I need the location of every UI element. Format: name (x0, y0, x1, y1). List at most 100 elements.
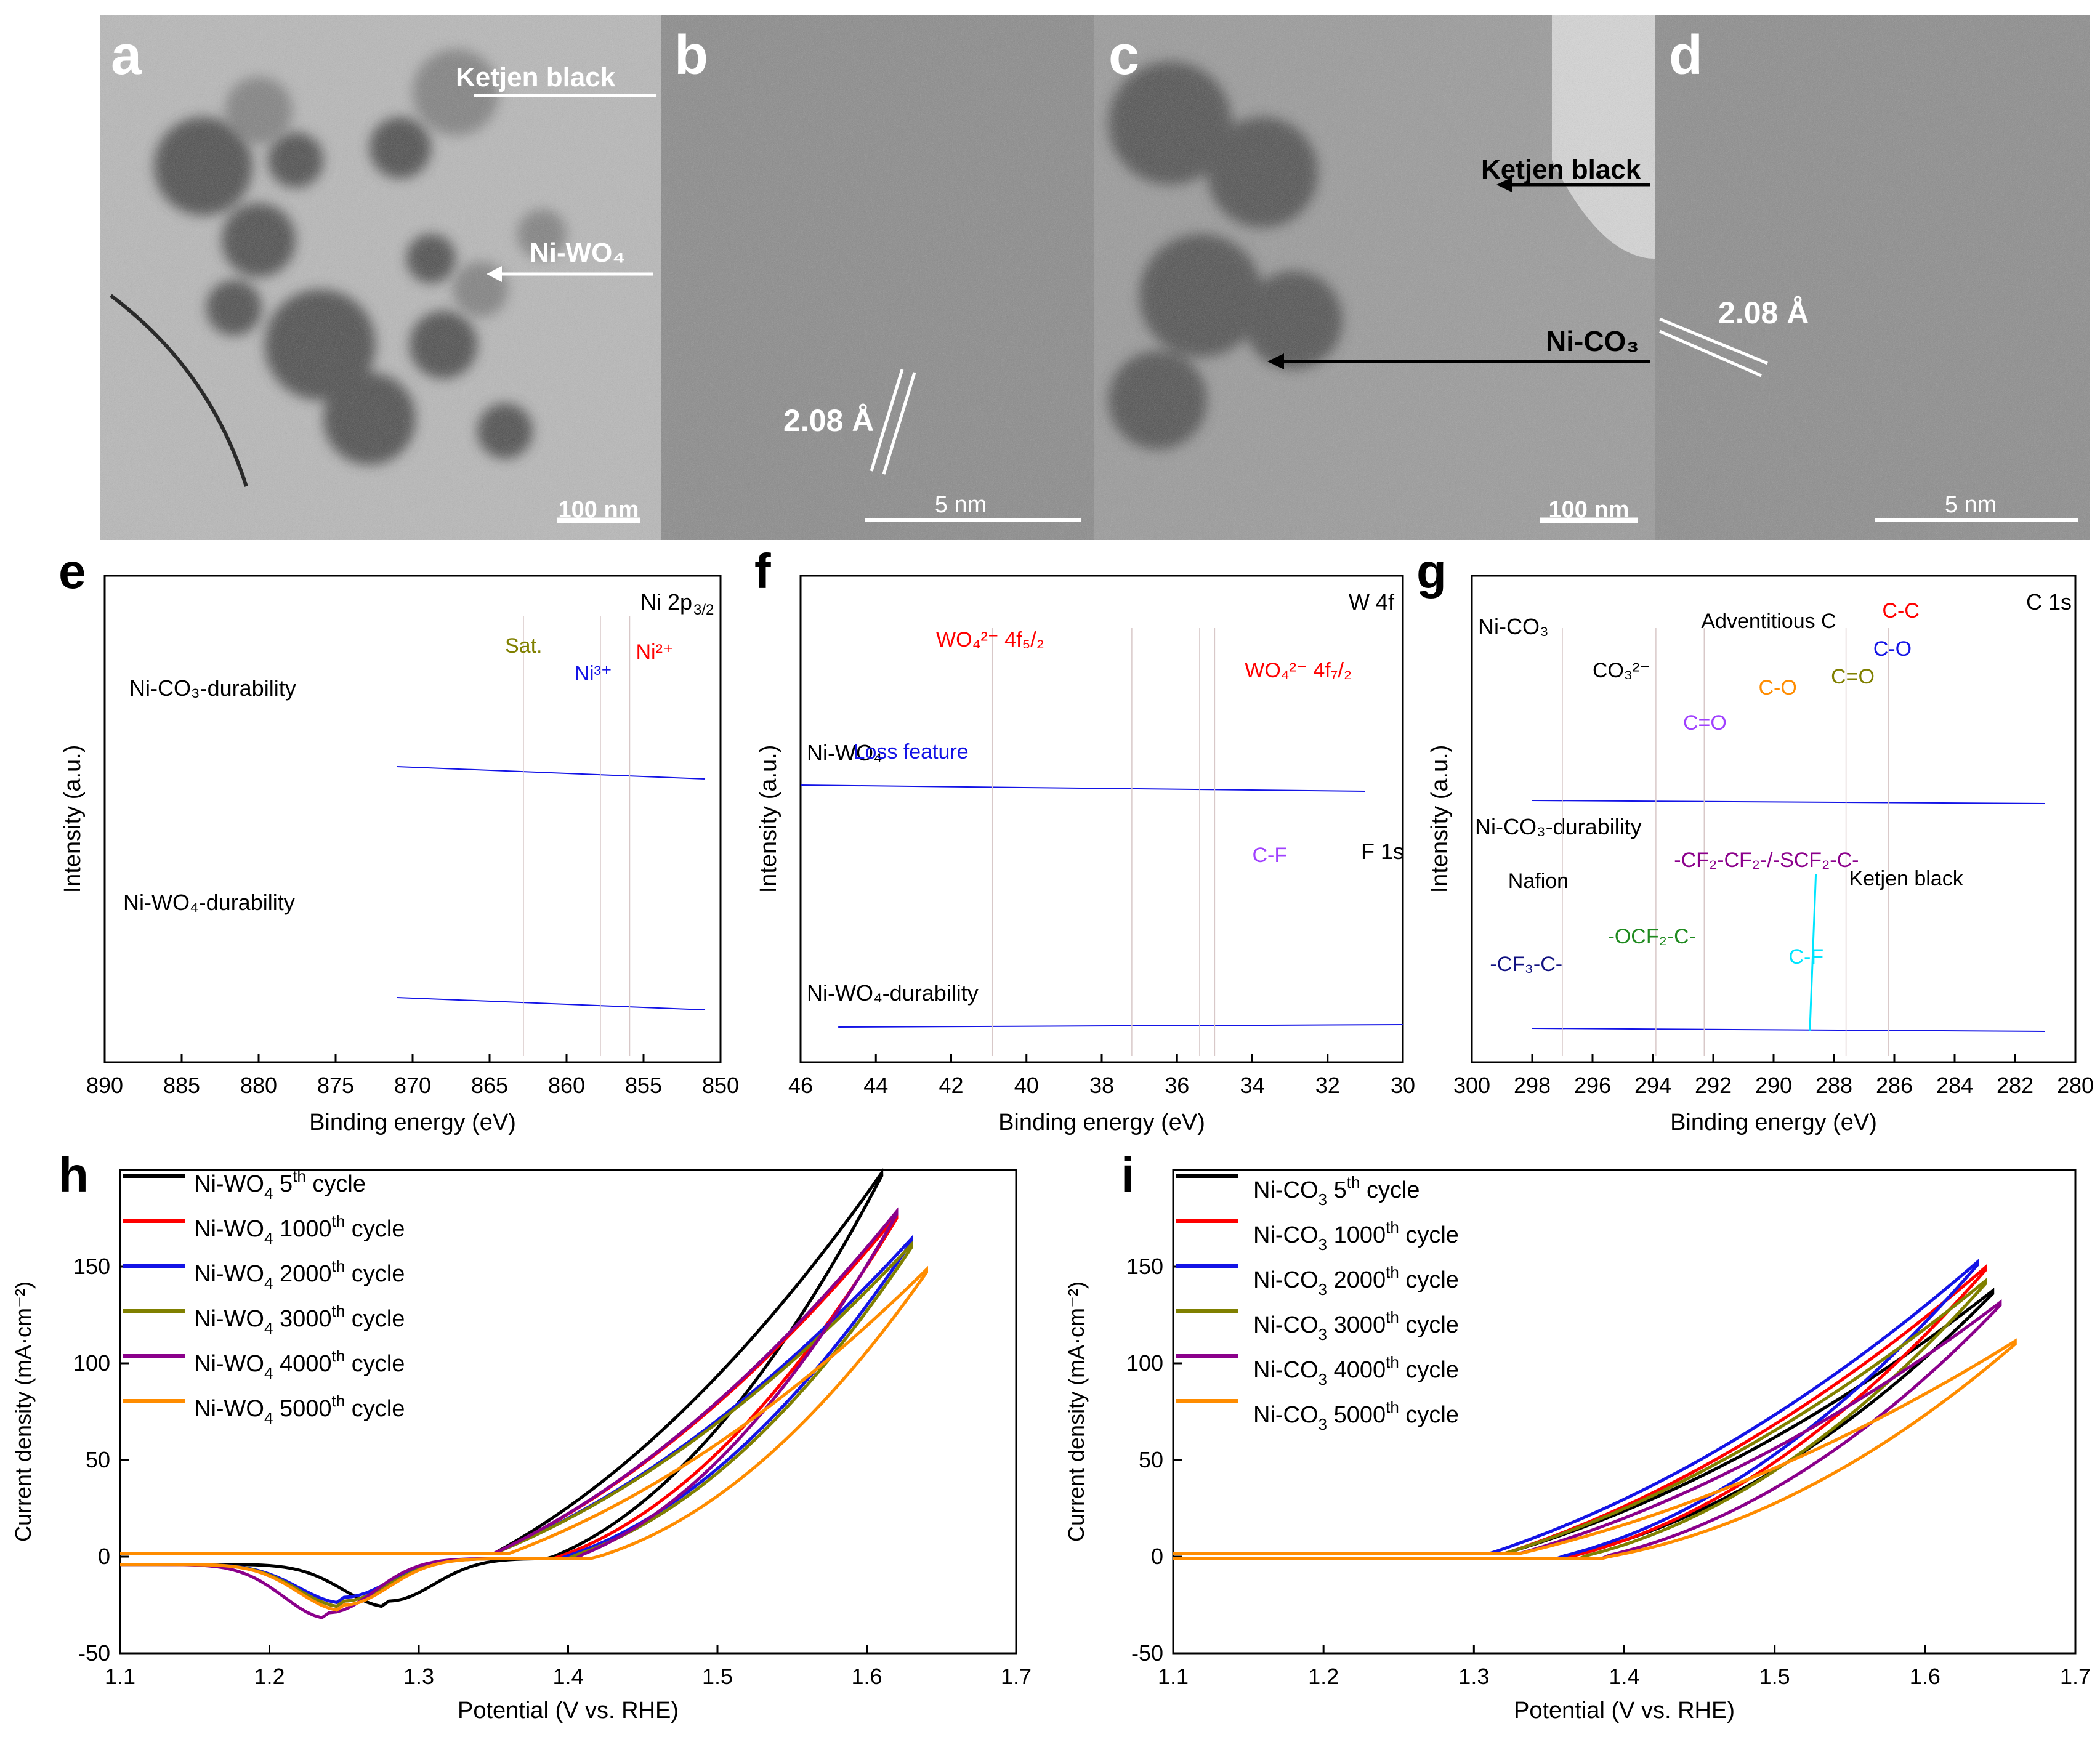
x-tick-label: 1.2 (254, 1664, 285, 1689)
trace-label-niwo4-durability: Ni-WO₄-durability (807, 980, 979, 1006)
x-tick-label: 42 (939, 1073, 963, 1098)
y-tick-label: 0 (98, 1544, 110, 1569)
scale-label-c: 100 nm (1549, 497, 1630, 523)
x-tick-label: 30 (1391, 1073, 1415, 1098)
peak-label-co-adv: C-O (1759, 676, 1797, 700)
y-tick-label: 0 (1151, 1544, 1163, 1569)
annotation-ketjen-a: Ketjen black (456, 62, 616, 92)
trace-label-nico3-durability: Ni-CO₃-durability (1475, 814, 1642, 839)
lattice-line (882, 372, 916, 475)
lattice-line (1659, 329, 1762, 377)
series-line-6 (1173, 1338, 2017, 1560)
peak-label-sat: Sat. (505, 634, 542, 658)
x-tick-label: 1.6 (1910, 1664, 1940, 1689)
x-tick-label: 286 (1876, 1073, 1913, 1098)
tem-panel-b (661, 15, 1094, 540)
peak-label-nafion: Nafion (1508, 869, 1569, 893)
baseline (800, 784, 1365, 792)
x-tick-label: 870 (394, 1073, 431, 1098)
annotation-lattice-d: 2.08 Å (1718, 296, 1809, 330)
x-tick-label: 885 (163, 1073, 200, 1098)
peak-label-cf: C-F (1789, 945, 1824, 969)
x-tick-label: 890 (86, 1073, 123, 1098)
x-tick-label: 292 (1695, 1073, 1732, 1098)
x-tick-label: 1.7 (1001, 1664, 1032, 1689)
lattice-line (870, 369, 904, 472)
baseline (838, 1024, 1403, 1028)
panel-letter-c: c (1109, 25, 1139, 86)
legend-entry: Ni-WO4 3000th cycle (194, 1302, 405, 1337)
peak-label-cc: C-C (1882, 599, 1919, 623)
lattice-line (1659, 317, 1768, 365)
y-axis-label: Current density (mA·cm⁻²) (10, 1281, 36, 1542)
tem-panel-a (100, 15, 661, 540)
y-tick-label: 100 (73, 1350, 110, 1376)
peak-label-ocf2: -OCF₂-C- (1608, 925, 1697, 948)
peak-label-co3: CO₃²⁻ (1593, 659, 1650, 682)
x-tick-label: 875 (317, 1073, 354, 1098)
x-tick-label: 46 (788, 1073, 813, 1098)
cv-panel-h: h 1.1 1.2 1.3 1.4 1.5 1.6 1.7 -50 0 50 100 150 Potent… (10, 1147, 1032, 1724)
x-tick-label: 36 (1165, 1073, 1189, 1098)
peak-label-4f52: WO₄²⁻ 4f₅/₂ (936, 628, 1044, 651)
legend-entry: Ni-CO3 1000th cycle (1253, 1218, 1459, 1254)
x-tick-label: 290 (1755, 1073, 1792, 1098)
peak-label-co: C-O (1873, 637, 1912, 661)
x-tick-label: 1.1 (105, 1664, 135, 1689)
x-axis-label: Potential (V vs. RHE) (458, 1698, 679, 1724)
x-tick-label: 1.4 (1609, 1664, 1639, 1689)
legend-entry: Ni-CO3 5000th cycle (1253, 1398, 1459, 1433)
peak-label-cf2: -CF₂-CF₂-/-SCF₂-C- (1674, 849, 1859, 872)
x-tick-label: 1.4 (552, 1664, 583, 1689)
legend-entry: Ni-WO4 5th cycle (194, 1167, 366, 1203)
x-tick-label: 300 (1453, 1073, 1490, 1098)
peak-label-co3-c=o: C=O (1683, 711, 1727, 735)
plot-frame (103, 575, 722, 1063)
tem-panel-d (1655, 15, 2090, 540)
x-tick-label: 298 (1514, 1073, 1551, 1098)
x-tick-label: 294 (1634, 1073, 1671, 1098)
y-tick-label: 50 (86, 1447, 110, 1472)
x-tick-label: 32 (1315, 1073, 1340, 1098)
panel-title-g: C 1s (2026, 589, 2072, 615)
arrowhead (487, 266, 502, 282)
peak-label-cf: C-F (1253, 844, 1288, 867)
scale-label-b: 5 nm (935, 492, 987, 518)
legend-entry: Ni-WO4 1000th cycle (194, 1212, 405, 1248)
baseline (397, 997, 706, 1010)
annotation-ketjen-c: Ketjen black (1481, 155, 1641, 185)
x-tick-label: 1.3 (1458, 1664, 1489, 1689)
y-axis-label: Current density (mA·cm⁻²) (1064, 1281, 1089, 1542)
panel-letter-a: a (111, 25, 142, 86)
annotation-niwo4-a: Ni-WO₄ (530, 238, 625, 268)
x-tick-label: 865 (471, 1073, 508, 1098)
panel-letter-b: b (674, 25, 708, 86)
panel-letter-f: f (754, 544, 771, 599)
y-axis-label: Intensity (a.u.) (756, 745, 781, 893)
legend-entry: Ni-CO3 2000th cycle (1253, 1263, 1459, 1299)
x-tick-label: 1.2 (1308, 1664, 1339, 1689)
baseline (1532, 800, 2046, 804)
x-axis-label: Potential (V vs. RHE) (1514, 1698, 1735, 1724)
trace-label-nico3-durability: Ni-CO₃-durability (129, 675, 296, 701)
x-tick-label: 880 (240, 1073, 277, 1098)
x-tick-label: 850 (702, 1073, 739, 1098)
peak-label-cf3: -CF₃-C- (1490, 953, 1562, 976)
panel-letter-d: d (1669, 25, 1703, 86)
x-tick-label: 1.1 (1158, 1664, 1189, 1689)
peak-label-ni3: Ni³⁺ (575, 662, 612, 685)
panel-letter-i: i (1121, 1147, 1134, 1202)
y-tick-label: 150 (73, 1254, 110, 1279)
y-tick-label: -50 (1131, 1640, 1163, 1666)
x-tick-label: 1.5 (1759, 1664, 1790, 1689)
panel-letter-h: h (59, 1147, 89, 1202)
series-line-6 (120, 1265, 928, 1612)
scale-label-a: 100 nm (559, 497, 639, 523)
x-axis-label: Binding energy (eV) (309, 1110, 516, 1135)
peak-label-ketjen: Ketjen black (1849, 867, 1964, 890)
peak-label-adventitious: Adventitious C (1701, 610, 1836, 633)
peak-label-c=o: C=O (1831, 665, 1875, 688)
cv-panel-i: i 1.1 1.2 1.3 1.4 1.5 1.6 1.7 -50 0 50 100 150 Potent… (1064, 1147, 2091, 1724)
x-axis-label: Binding energy (eV) (998, 1110, 1205, 1135)
